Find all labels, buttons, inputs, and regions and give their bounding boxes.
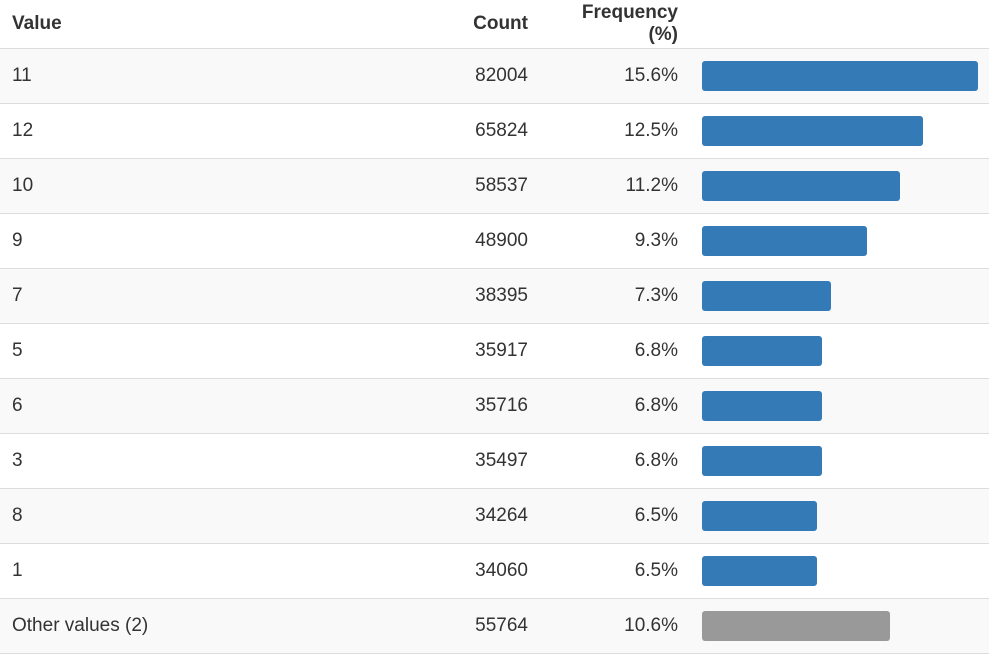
table-row: 11 82004 15.6% — [0, 48, 989, 104]
bar-cell — [690, 48, 989, 104]
other-values-row: Other values (2) 55764 10.6% — [0, 598, 989, 654]
frequency-cell: 6.5% — [540, 488, 690, 544]
table-body: 11 82004 15.6% 12 65824 12.5% 10 58537 11.2% 9 489… — [0, 48, 989, 654]
count-cell: 82004 — [427, 48, 540, 104]
value-cell: 6 — [0, 378, 427, 434]
frequency-bar — [702, 171, 900, 201]
value-cell: 1 — [0, 543, 427, 599]
other-frequency-bar — [702, 611, 890, 641]
value-cell: 12 — [0, 103, 427, 159]
frequency-cell: 7.3% — [540, 268, 690, 324]
count-cell: 35917 — [427, 323, 540, 379]
value-cell: 10 — [0, 158, 427, 214]
table-row: 6 35716 6.8% — [0, 378, 989, 434]
bar-column-header — [690, 0, 989, 49]
frequency-cell: 9.3% — [540, 213, 690, 269]
bar-cell — [690, 158, 989, 214]
count-cell: 34060 — [427, 543, 540, 599]
frequency-bar — [702, 501, 817, 531]
value-cell: Other values (2) — [0, 598, 427, 654]
bar-cell — [690, 488, 989, 544]
count-cell: 38395 — [427, 268, 540, 324]
frequency-bar — [702, 391, 822, 421]
table-row: 5 35917 6.8% — [0, 323, 989, 379]
table-row: 3 35497 6.8% — [0, 433, 989, 489]
frequency-bar — [702, 446, 822, 476]
frequency-cell: 6.8% — [540, 433, 690, 489]
value-cell: 3 — [0, 433, 427, 489]
table-row: 10 58537 11.2% — [0, 158, 989, 214]
bar-cell — [690, 378, 989, 434]
value-column-header[interactable]: Value — [0, 0, 427, 49]
bar-cell — [690, 543, 989, 599]
bar-cell — [690, 323, 989, 379]
frequency-bar — [702, 116, 923, 146]
frequency-cell: 6.8% — [540, 378, 690, 434]
count-cell: 55764 — [427, 598, 540, 654]
count-cell: 35716 — [427, 378, 540, 434]
frequency-cell: 15.6% — [540, 48, 690, 104]
value-cell: 7 — [0, 268, 427, 324]
value-cell: 11 — [0, 48, 427, 104]
value-cell: 9 — [0, 213, 427, 269]
table-row: 12 65824 12.5% — [0, 103, 989, 159]
value-cell: 5 — [0, 323, 427, 379]
frequency-bar — [702, 226, 867, 256]
count-cell: 48900 — [427, 213, 540, 269]
table-row: 1 34060 6.5% — [0, 543, 989, 599]
bar-cell — [690, 433, 989, 489]
frequency-bar — [702, 336, 822, 366]
count-cell: 65824 — [427, 103, 540, 159]
value-cell: 8 — [0, 488, 427, 544]
frequency-bar — [702, 556, 817, 586]
count-cell: 34264 — [427, 488, 540, 544]
count-cell: 58537 — [427, 158, 540, 214]
frequency-cell: 6.5% — [540, 543, 690, 599]
bar-cell — [690, 103, 989, 159]
table-row: 7 38395 7.3% — [0, 268, 989, 324]
frequency-bar — [702, 281, 831, 311]
frequency-cell: 6.8% — [540, 323, 690, 379]
table-row: 9 48900 9.3% — [0, 213, 989, 269]
frequency-cell: 11.2% — [540, 158, 690, 214]
frequency-cell: 12.5% — [540, 103, 690, 159]
table-row: 8 34264 6.5% — [0, 488, 989, 544]
frequency-column-header[interactable]: Frequency (%) — [540, 0, 690, 49]
bar-cell — [690, 213, 989, 269]
bar-cell — [690, 268, 989, 324]
frequency-cell: 10.6% — [540, 598, 690, 654]
table-header: Value Count Frequency (%) — [0, 0, 989, 49]
count-cell: 35497 — [427, 433, 540, 489]
bar-cell — [690, 598, 989, 654]
header-row: Value Count Frequency (%) — [0, 0, 989, 49]
count-column-header[interactable]: Count — [427, 0, 540, 49]
frequency-bar — [702, 61, 978, 91]
